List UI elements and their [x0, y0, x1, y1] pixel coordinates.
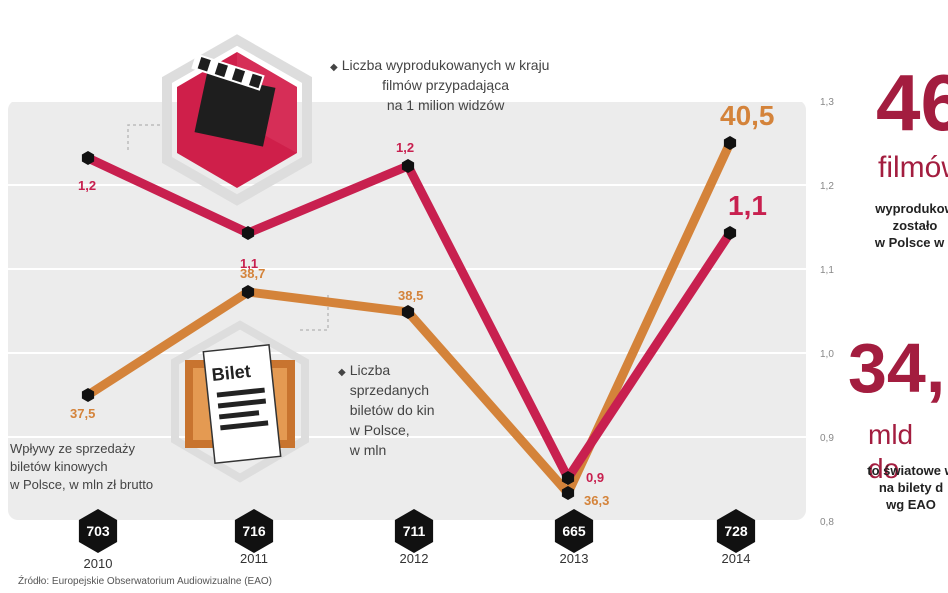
tickets-point — [81, 388, 95, 402]
year-label: 2014 — [722, 551, 751, 566]
right-axis-tick: 1,3 — [820, 97, 834, 108]
films-data-label: 1,1 — [240, 256, 258, 271]
connector-lines — [127, 124, 329, 331]
film-clapper-icon — [162, 34, 312, 206]
tickets-legend-line: Liczba — [349, 362, 391, 378]
revenue-legend-line: biletów kinowych — [10, 459, 108, 474]
tickets-legend-line: w Polsce, — [349, 422, 410, 438]
revenue-badges: 703 716 711 665 728 — [78, 509, 756, 553]
stat1-description: wyprodukow zostało w Polsce w 2 — [845, 200, 948, 251]
tickets-data-label: 40,5 — [720, 100, 775, 131]
revenue-value: 665 — [562, 523, 586, 539]
tickets-legend-line: biletów do kin — [349, 402, 435, 418]
films-data-label: 1,2 — [78, 178, 96, 193]
bullet-icon: ◆ — [338, 367, 346, 378]
source-note: Źródło: Europejskie Obserwatorium Audiow… — [18, 576, 272, 587]
tickets-data-label: 38,5 — [398, 288, 423, 303]
stat2-desc-line: wg EAO — [886, 497, 936, 512]
tickets-point — [241, 285, 255, 299]
tickets-legend: ◆ Liczba sprzedanych biletów do kin w Po… — [338, 360, 435, 460]
stat2-unit: mld do — [868, 419, 914, 484]
revenue-badge — [394, 509, 434, 553]
revenue-value: 711 — [403, 523, 426, 539]
films-legend-line: filmów przypadająca — [382, 77, 509, 93]
films-point — [401, 159, 415, 173]
tickets-point — [561, 486, 575, 500]
tickets-point — [723, 136, 737, 150]
right-axis-tick: 1,0 — [820, 349, 834, 360]
films-point — [561, 471, 575, 485]
year-label: 2011 — [240, 551, 268, 566]
revenue-legend-line: w Polsce, w mln zł brutto — [10, 477, 154, 492]
year-label: 2013 — [560, 551, 589, 566]
stat2-value: 34, — [848, 329, 946, 407]
revenue-value: 716 — [242, 523, 266, 539]
tickets-legend-line: sprzedanych — [349, 382, 430, 398]
x-axis: 2010 2011 2012 2013 2014 — [84, 551, 751, 571]
stat1-unit: filmów — [878, 151, 948, 184]
ticket-label: Bilet — [211, 361, 252, 385]
stat1-desc-line: wyprodukow — [875, 201, 948, 216]
stat2-desc-line: na bilety d — [878, 480, 944, 495]
right-axis-tick: 0,9 — [820, 433, 834, 444]
tickets-data-label: 36,3 — [584, 493, 609, 508]
revenue-badge — [234, 509, 274, 553]
markers — [81, 136, 737, 500]
films-point — [723, 226, 737, 240]
bullet-icon: ◆ — [330, 62, 338, 73]
films-legend-line: na 1 milion widzów — [386, 97, 505, 113]
films-legend-line: Liczba wyprodukowanych w kraju — [341, 57, 550, 73]
films-data-label: 0,9 — [586, 470, 604, 485]
revenue-value: 728 — [724, 523, 748, 539]
tickets-data-label: 37,5 — [70, 406, 95, 421]
ticket-icon: Bilet — [171, 320, 309, 483]
tickets-point — [401, 305, 415, 319]
tickets-legend-line: w mln — [349, 442, 387, 458]
revenue-badge — [554, 509, 594, 553]
revenue-badge — [716, 509, 756, 553]
films-data-label: 1,2 — [396, 140, 414, 155]
stat1-desc-line: w Polsce w 2 — [874, 235, 948, 250]
revenue-value: 703 — [86, 523, 110, 539]
year-label: 2010 — [84, 556, 113, 571]
tickets-data-label: 38,7 — [240, 266, 265, 281]
year-label: 2012 — [400, 551, 429, 566]
stat2-desc-line: to światowe w — [867, 463, 948, 478]
films-point — [241, 226, 255, 240]
revenue-badge — [78, 509, 118, 553]
data-labels: 1,2 1,1 1,2 0,9 1,1 37,5 38,7 38,5 36,3 40,5 — [70, 100, 775, 508]
stat1-value: 46 — [876, 58, 948, 147]
right-axis: 1,3 1,2 1,1 1,0 0,9 0,8 — [820, 97, 834, 528]
films-legend: ◆ Liczba wyprodukowanych w kraju filmów … — [330, 55, 549, 115]
stat1-desc-line: zostało — [892, 218, 938, 233]
right-axis-tick: 0,8 — [820, 517, 834, 528]
right-axis-tick: 1,2 — [820, 181, 834, 192]
stat2-description: to światowe w na bilety d wg EAO — [836, 462, 948, 513]
revenue-legend-line: Wpływy ze sprzedaży — [10, 441, 135, 456]
right-axis-tick: 1,1 — [820, 265, 834, 276]
films-data-label: 1,1 — [728, 190, 767, 221]
revenue-legend: Wpływy ze sprzedaży biletów kinowych w P… — [10, 440, 153, 494]
films-point — [81, 151, 95, 165]
